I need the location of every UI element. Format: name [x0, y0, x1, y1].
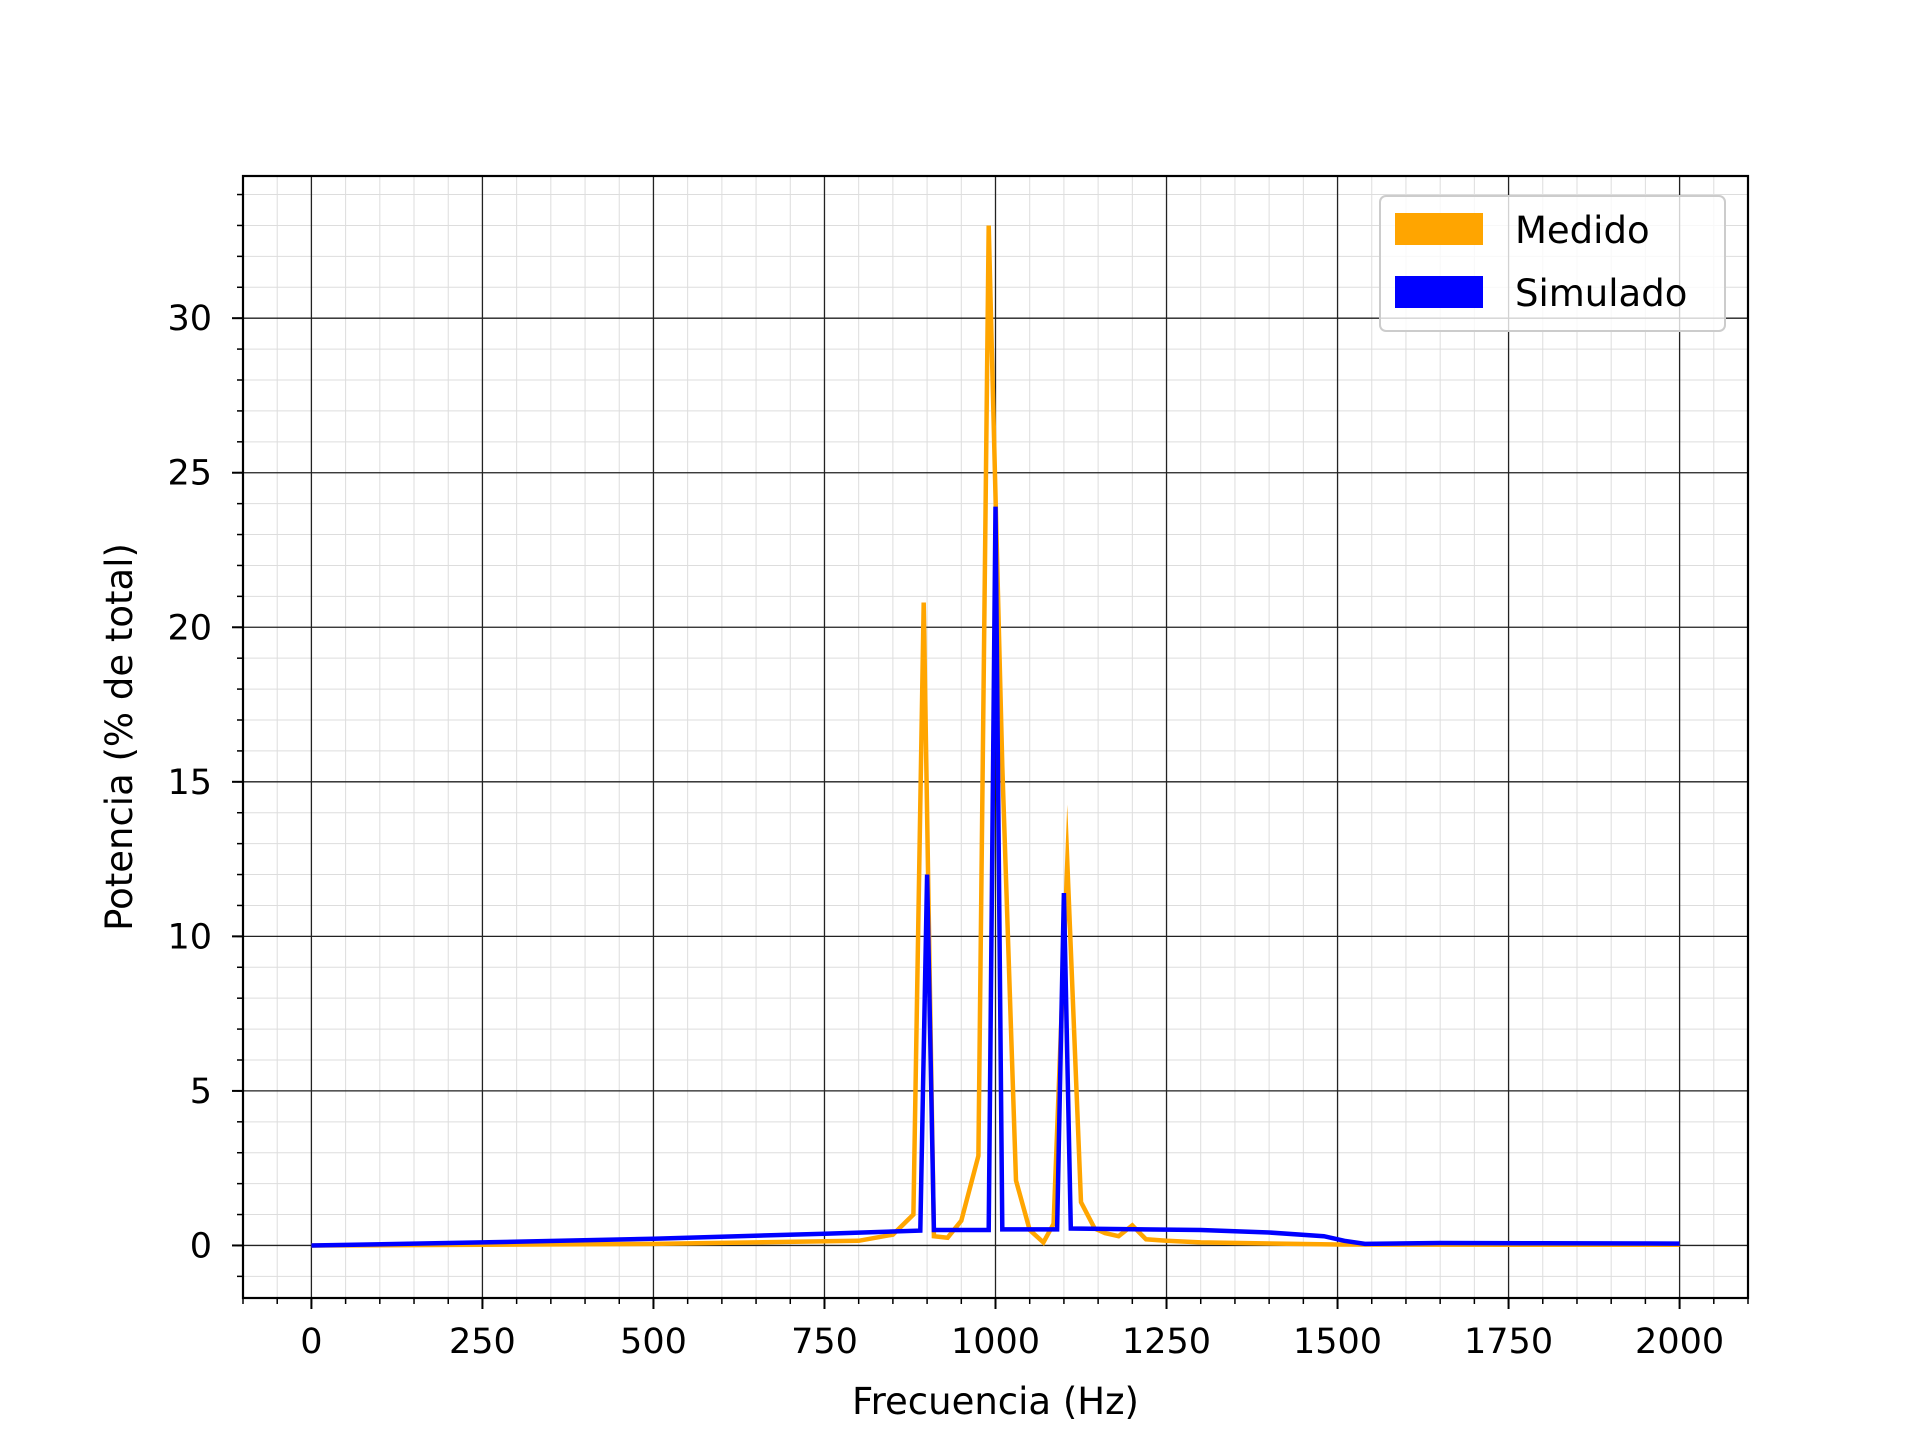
x-tick-labels: 0 250 500 750 1000 1250 1500 1750 2000: [300, 1322, 1724, 1362]
x-tick-label: 1500: [1293, 1322, 1382, 1362]
legend: Medido Simulado: [1379, 195, 1726, 332]
x-axis-label: Frecuencia (Hz): [852, 1380, 1139, 1423]
legend-label-medido: Medido: [1515, 209, 1650, 252]
x-tick-label: 750: [791, 1322, 858, 1362]
series-layer: [311, 225, 1680, 1248]
x-tick-label: 0: [300, 1322, 322, 1362]
series-line-medido: [311, 225, 1680, 1248]
x-tick-label: 250: [449, 1322, 516, 1362]
y-tick-label: 20: [167, 608, 212, 648]
series-line-simulado: [311, 506, 1680, 1248]
y-axis-label: Potencia (% de total): [98, 543, 141, 931]
legend-swatch-medido: [1395, 213, 1483, 245]
y-tick-label: 10: [167, 917, 212, 957]
legend-swatch-simulado: [1395, 276, 1483, 308]
x-tick-label: 1250: [1122, 1322, 1211, 1362]
y-tick-label: 15: [167, 763, 212, 803]
x-tick-label: 2000: [1635, 1322, 1724, 1362]
y-tick-labels: 0 5 10 15 20 25 30: [167, 299, 212, 1266]
axis-ticks: [232, 193, 1749, 1309]
y-tick-label: 5: [190, 1072, 212, 1112]
x-tick-label: 1000: [951, 1322, 1040, 1362]
x-tick-label: 1750: [1464, 1322, 1553, 1362]
y-tick-label: 0: [190, 1226, 212, 1266]
x-tick-label: 500: [620, 1322, 687, 1362]
y-tick-label: 25: [167, 454, 212, 494]
y-tick-label: 30: [167, 299, 212, 339]
legend-label-simulado: Simulado: [1515, 272, 1687, 315]
